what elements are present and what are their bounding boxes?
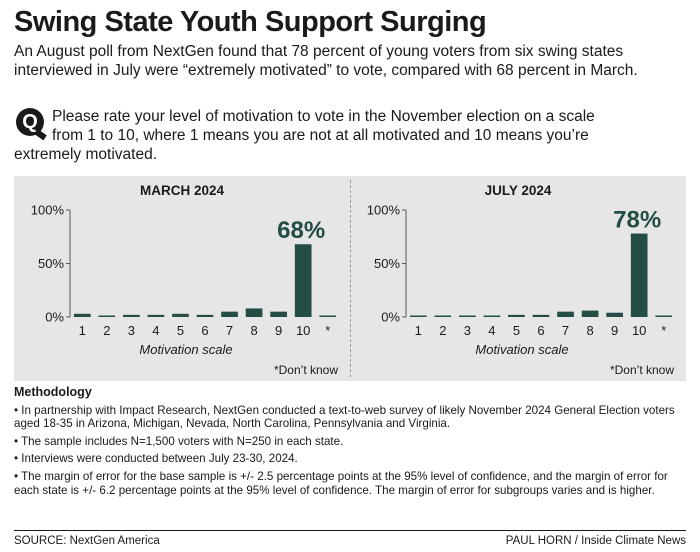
bar <box>294 244 312 317</box>
x-tick-label: 2 <box>103 323 110 338</box>
bar <box>270 311 287 317</box>
x-axis-label: Motivation scale <box>475 342 568 357</box>
y-tick-label: 50% <box>374 256 400 271</box>
x-tick-label: 7 <box>562 323 569 338</box>
methodology: Methodology • In partnership with Impact… <box>14 385 690 501</box>
bar <box>147 314 165 317</box>
bar <box>319 315 337 317</box>
question-line-2: from 1 to 10, where 1 means you are not … <box>52 127 589 144</box>
methodology-bullet-4: • The margin of error for the base sampl… <box>14 469 668 497</box>
chart-march: MARCH 2024 100% 50% 0% 1 2 3 4 5 6 7 8 9 10 68% * Motiva… <box>14 176 350 381</box>
bar <box>123 314 140 317</box>
x-tick-label: * <box>661 323 666 338</box>
y-tick-label: 50% <box>38 256 64 271</box>
y-tick-label: 100% <box>31 203 65 218</box>
bar <box>434 315 452 317</box>
bar <box>73 313 91 317</box>
bar <box>459 315 476 317</box>
subtitle: An August poll from NextGen found that 7… <box>14 43 638 79</box>
charts-panel: MARCH 2024 100% 50% 0% 1 2 3 4 5 6 7 8 9 10 68% * Motiva… <box>14 176 686 381</box>
question-text: Please rate your level of motivation to … <box>14 107 688 164</box>
credit: PAUL HORN / Inside Climate News <box>505 535 686 547</box>
x-tick-label: 8 <box>586 323 593 338</box>
bar <box>221 311 238 317</box>
bar <box>245 308 263 317</box>
methodology-bullet-3: • Interviews were conducted between July… <box>14 452 298 466</box>
question-icon: Q <box>16 108 44 136</box>
chart-july: JULY 2024 100% 50% 0% 1 2 3 4 5 6 7 8 9 10 78% * Motivat… <box>350 176 686 381</box>
chart-footnote: *Don’t know <box>610 363 674 377</box>
bar <box>606 312 623 317</box>
footer-rule <box>14 530 686 531</box>
x-tick-label: 7 <box>226 323 233 338</box>
bar <box>581 310 599 317</box>
highlight-data-label: 68% <box>277 217 325 244</box>
x-tick-label: * <box>325 323 330 338</box>
x-tick-label: 3 <box>464 323 471 338</box>
chart-title: MARCH 2024 <box>140 183 225 198</box>
x-tick-label: 6 <box>201 323 208 338</box>
x-tick-label: 10 <box>296 323 310 338</box>
chart-march-svg: MARCH 2024 100% 50% 0% 1 2 3 4 5 6 7 8 9 10 68% * Motiva… <box>31 183 339 377</box>
y-tick-label: 100% <box>367 203 401 218</box>
x-tick-label: 9 <box>611 323 618 338</box>
page-title: Swing State Youth Support Surging <box>14 6 487 38</box>
methodology-bullet-2: • The sample includes N=1,500 voters wit… <box>14 434 344 448</box>
x-tick-label: 1 <box>79 323 86 338</box>
x-tick-label: 5 <box>177 323 184 338</box>
x-tick-label: 5 <box>513 323 520 338</box>
x-tick-label: 2 <box>439 323 446 338</box>
x-tick-label: 1 <box>415 323 422 338</box>
methodology-bullet-1: • In partnership with Impact Research, N… <box>14 403 675 431</box>
y-tick-label: 0% <box>45 310 64 325</box>
bar <box>172 313 189 317</box>
bar <box>630 233 648 317</box>
methodology-heading: Methodology <box>14 385 92 399</box>
x-tick-label: 4 <box>488 323 495 338</box>
bar <box>532 314 550 317</box>
bar <box>409 315 427 317</box>
bar <box>98 315 116 317</box>
bar <box>483 315 501 317</box>
question-line-1: Please rate your level of motivation to … <box>52 108 595 125</box>
source: SOURCE: NextGen America <box>14 535 160 547</box>
bar <box>508 314 525 317</box>
bar <box>196 314 214 317</box>
chart-footnote: *Don’t know <box>274 363 338 377</box>
x-tick-label: 8 <box>250 323 257 338</box>
chart-july-svg: JULY 2024 100% 50% 0% 1 2 3 4 5 6 7 8 9 10 78% * Motivat… <box>367 183 675 377</box>
y-tick-label: 0% <box>381 310 400 325</box>
question-line-3: extremely motivated. <box>14 146 157 163</box>
x-axis-label: Motivation scale <box>139 342 232 357</box>
chart-title: JULY 2024 <box>485 183 552 198</box>
x-tick-label: 9 <box>275 323 282 338</box>
panel-divider <box>350 180 351 377</box>
bar <box>655 315 673 317</box>
x-tick-label: 3 <box>128 323 135 338</box>
x-tick-label: 10 <box>632 323 646 338</box>
bar <box>557 311 574 317</box>
x-tick-label: 6 <box>537 323 544 338</box>
x-tick-label: 4 <box>152 323 159 338</box>
highlight-data-label: 78% <box>613 207 661 234</box>
